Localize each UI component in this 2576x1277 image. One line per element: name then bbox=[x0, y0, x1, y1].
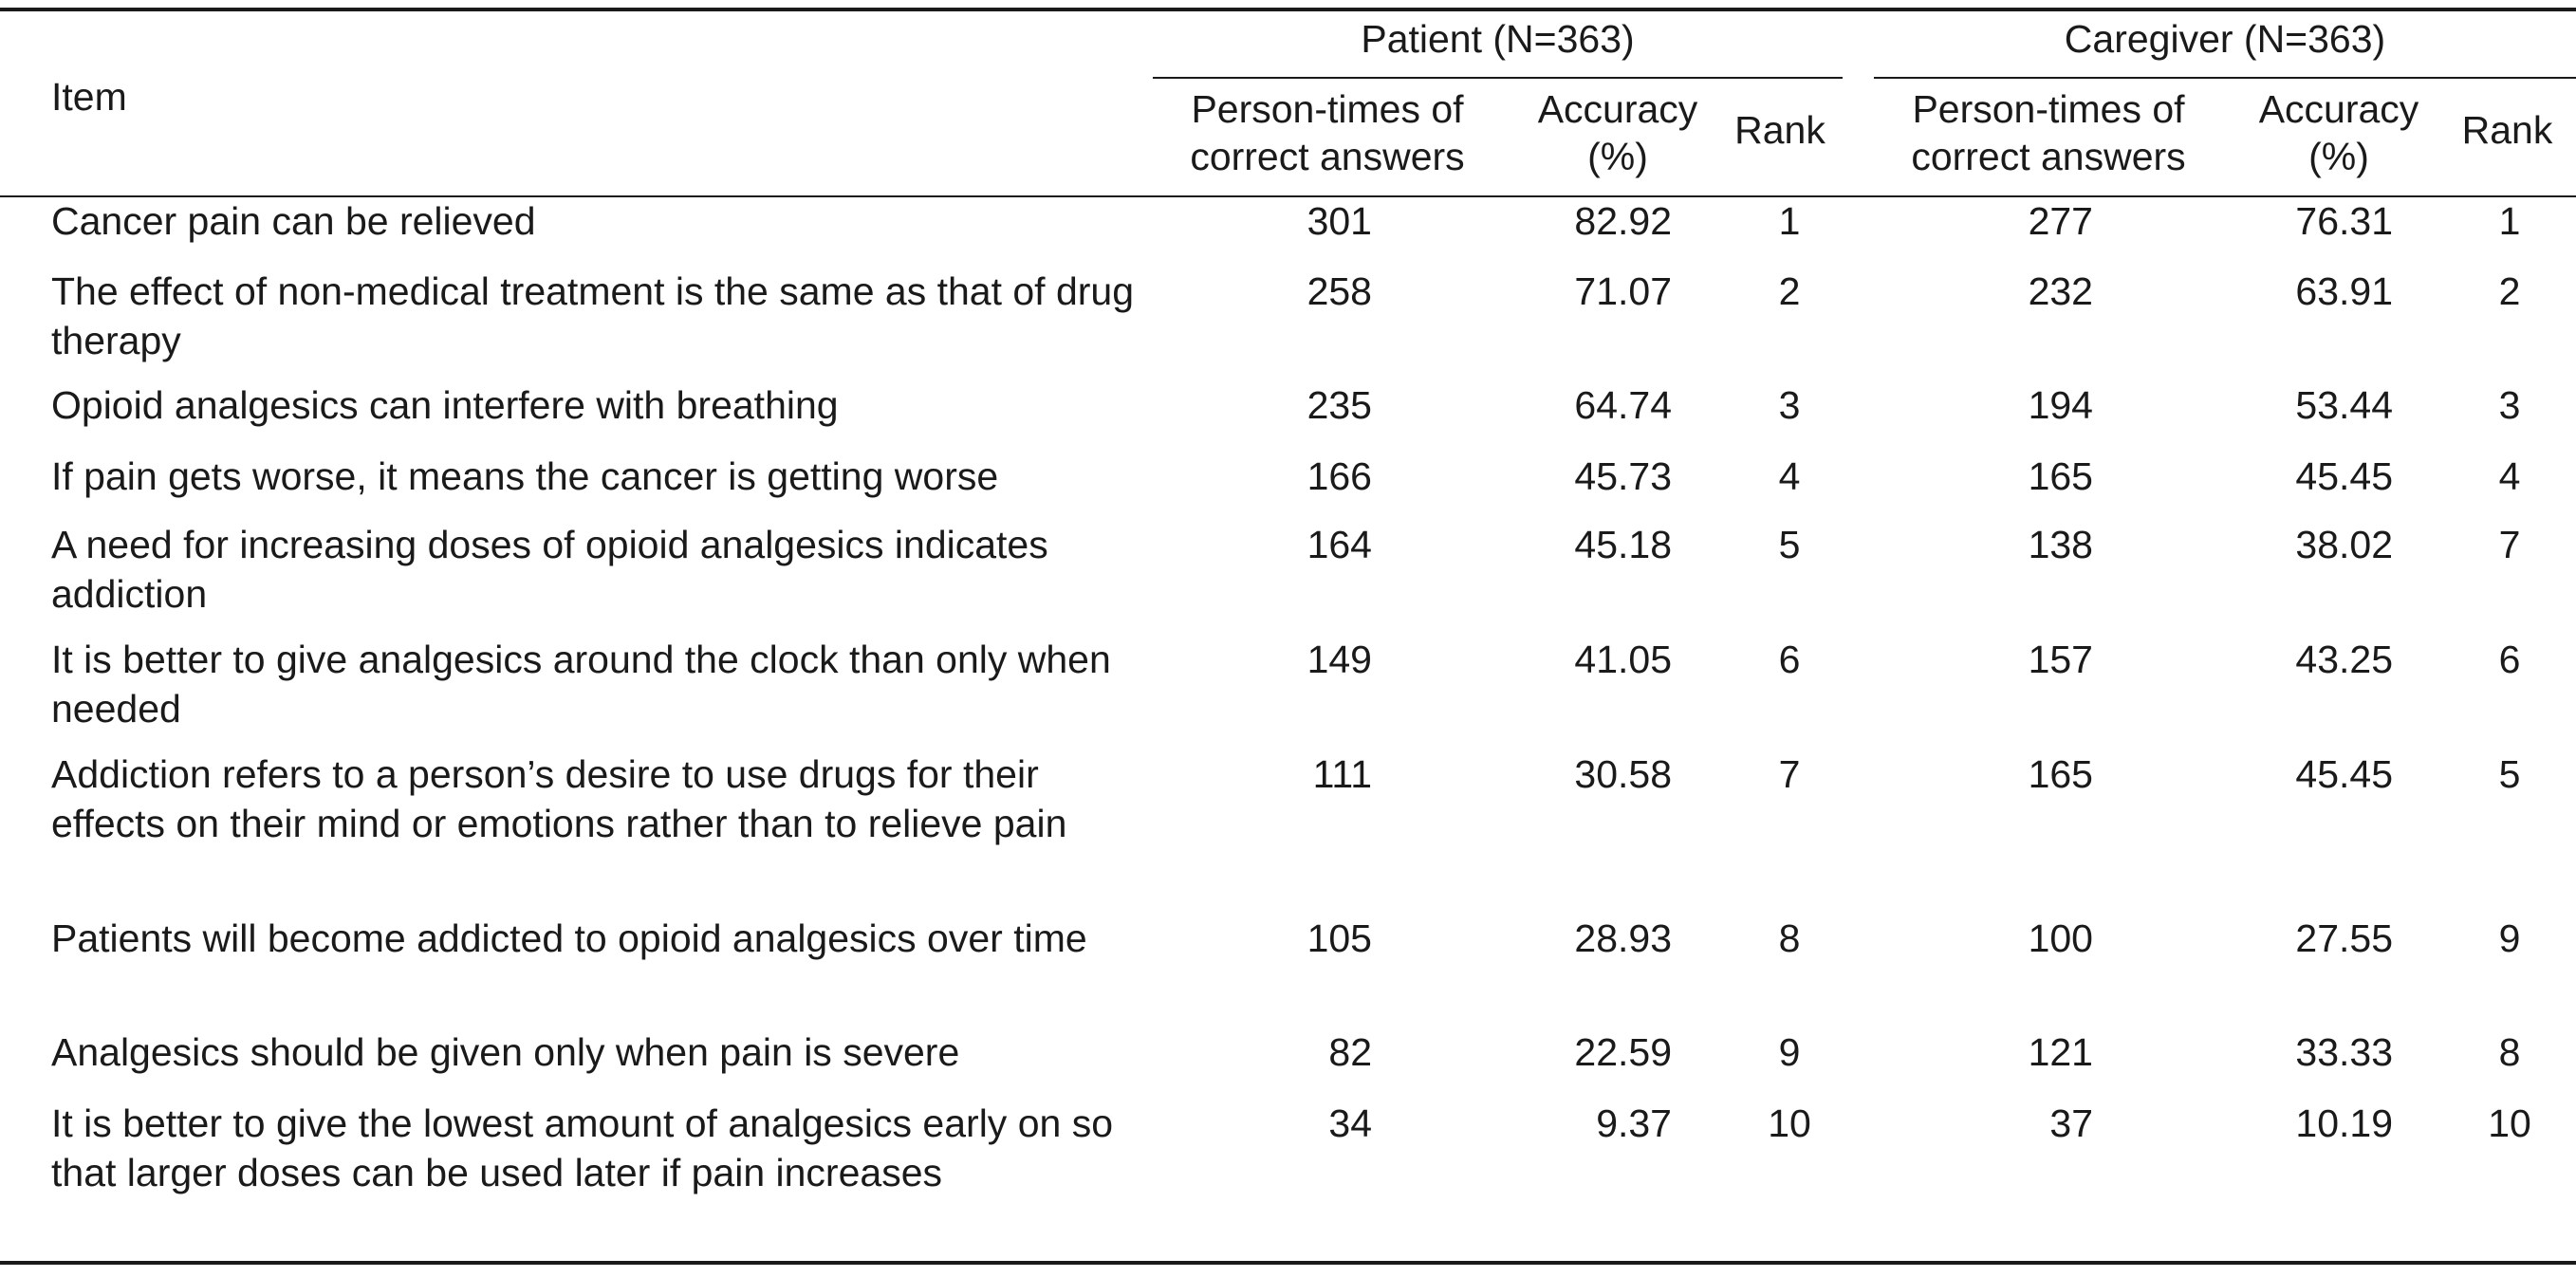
caregiver-group-header: Caregiver (N=363) bbox=[2064, 17, 2386, 61]
patient-group-header: Patient (N=363) bbox=[1361, 17, 1635, 61]
caregiver-accuracy-cell: 10.19 bbox=[2295, 1101, 2393, 1145]
row-item: It is better to give analgesics around t… bbox=[51, 638, 1111, 731]
patient-rank-header: Rank bbox=[1734, 108, 1825, 152]
patient-correct-cell: 166 bbox=[1307, 454, 1372, 498]
patient-correct-header: Person-times of correct answers bbox=[1190, 87, 1465, 178]
patient-rank-cell: 7 bbox=[1778, 752, 1801, 796]
caregiver-correct-cell: 121 bbox=[2028, 1030, 2093, 1074]
caregiver-accuracy-cell: 45.45 bbox=[2295, 454, 2393, 498]
patient-accuracy-cell: 82.92 bbox=[1574, 199, 1672, 243]
caregiver-rank-cell: 2 bbox=[2498, 269, 2521, 313]
caregiver-rank-cell: 7 bbox=[2498, 523, 2521, 566]
patient-rank-cell: 4 bbox=[1778, 454, 1801, 498]
header-bottom-rule bbox=[0, 195, 2576, 197]
row-item: A need for increasing doses of opioid an… bbox=[51, 523, 1048, 616]
patient-accuracy-cell: 64.74 bbox=[1574, 383, 1672, 427]
caregiver-accuracy-cell: 53.44 bbox=[2295, 383, 2393, 427]
patient-rank-cell: 5 bbox=[1778, 523, 1801, 566]
caregiver-correct-header: Person-times of correct answers bbox=[1911, 87, 2186, 178]
patient-accuracy-cell: 30.58 bbox=[1574, 752, 1672, 796]
patient-correct-cell: 258 bbox=[1307, 269, 1372, 313]
patient-rank-cell: 2 bbox=[1778, 269, 1801, 313]
patient-correct-cell: 301 bbox=[1307, 199, 1372, 243]
caregiver-rank-cell: 5 bbox=[2498, 752, 2521, 796]
caregiver-correct-cell: 194 bbox=[2028, 383, 2093, 427]
caregiver-rank-cell: 9 bbox=[2498, 916, 2521, 960]
caregiver-accuracy-cell: 33.33 bbox=[2295, 1030, 2393, 1074]
patient-correct-cell: 82 bbox=[1328, 1030, 1372, 1074]
row-item: Cancer pain can be relieved bbox=[51, 199, 536, 243]
caregiver-correct-cell: 157 bbox=[2028, 638, 2093, 681]
table-bottom-rule bbox=[0, 1261, 2576, 1265]
patient-accuracy-cell: 45.18 bbox=[1574, 523, 1672, 566]
patient-correct-cell: 105 bbox=[1307, 916, 1372, 960]
caregiver-rank-cell: 10 bbox=[2488, 1101, 2531, 1145]
caregiver-accuracy-cell: 45.45 bbox=[2295, 752, 2393, 796]
patient-correct-cell: 235 bbox=[1307, 383, 1372, 427]
caregiver-accuracy-cell: 38.02 bbox=[2295, 523, 2393, 566]
caregiver-rank-cell: 4 bbox=[2498, 454, 2521, 498]
row-item: Addiction refers to a person’s desire to… bbox=[51, 752, 1067, 845]
patient-accuracy-cell: 45.73 bbox=[1574, 454, 1672, 498]
patient-accuracy-header: Accuracy (%) bbox=[1537, 87, 1698, 178]
row-item: Patients will become addicted to opioid … bbox=[51, 916, 1087, 960]
caregiver-rank-cell: 1 bbox=[2498, 199, 2521, 243]
row-item: Analgesics should be given only when pai… bbox=[51, 1030, 960, 1074]
patient-correct-cell: 149 bbox=[1307, 638, 1372, 681]
patient-rank-cell: 1 bbox=[1778, 199, 1801, 243]
patient-rank-cell: 8 bbox=[1778, 916, 1801, 960]
caregiver-correct-cell: 277 bbox=[2028, 199, 2093, 243]
caregiver-rank-cell: 8 bbox=[2498, 1030, 2521, 1074]
row-item: If pain gets worse, it means the cancer … bbox=[51, 454, 999, 498]
caregiver-correct-cell: 232 bbox=[2028, 269, 2093, 313]
patient-correct-cell: 111 bbox=[1312, 752, 1372, 796]
caregiver-correct-cell: 165 bbox=[2028, 454, 2093, 498]
patient-accuracy-cell: 28.93 bbox=[1574, 916, 1672, 960]
patient-group-rule bbox=[1153, 77, 1843, 79]
patient-accuracy-cell: 9.37 bbox=[1596, 1101, 1672, 1145]
caregiver-accuracy-cell: 63.91 bbox=[2295, 269, 2393, 313]
patient-accuracy-cell: 22.59 bbox=[1574, 1030, 1672, 1074]
row-item: The effect of non-medical treatment is t… bbox=[51, 269, 1135, 362]
caregiver-rank-cell: 6 bbox=[2498, 638, 2521, 681]
item-header: Item bbox=[51, 75, 127, 119]
patient-correct-cell: 34 bbox=[1328, 1101, 1372, 1145]
caregiver-accuracy-header: Accuracy (%) bbox=[2258, 87, 2419, 178]
patient-accuracy-cell: 41.05 bbox=[1574, 638, 1672, 681]
patient-rank-cell: 9 bbox=[1778, 1030, 1801, 1074]
caregiver-group-rule bbox=[1874, 77, 2576, 79]
caregiver-accuracy-cell: 76.31 bbox=[2295, 199, 2393, 243]
row-item: Opioid analgesics can interfere with bre… bbox=[51, 383, 839, 427]
caregiver-accuracy-cell: 43.25 bbox=[2295, 638, 2393, 681]
caregiver-rank-header: Rank bbox=[2461, 108, 2553, 152]
caregiver-correct-cell: 37 bbox=[2049, 1101, 2093, 1145]
caregiver-correct-cell: 138 bbox=[2028, 523, 2093, 566]
patient-correct-cell: 164 bbox=[1307, 523, 1372, 566]
caregiver-rank-cell: 3 bbox=[2498, 383, 2521, 427]
caregiver-correct-cell: 165 bbox=[2028, 752, 2093, 796]
patient-rank-cell: 6 bbox=[1778, 638, 1801, 681]
caregiver-accuracy-cell: 27.55 bbox=[2295, 916, 2393, 960]
patient-rank-cell: 10 bbox=[1768, 1101, 1811, 1145]
patient-accuracy-cell: 71.07 bbox=[1574, 269, 1672, 313]
table-top-rule bbox=[0, 8, 2576, 11]
caregiver-correct-cell: 100 bbox=[2028, 916, 2093, 960]
row-item: It is better to give the lowest amount o… bbox=[51, 1101, 1113, 1194]
patient-rank-cell: 3 bbox=[1778, 383, 1801, 427]
